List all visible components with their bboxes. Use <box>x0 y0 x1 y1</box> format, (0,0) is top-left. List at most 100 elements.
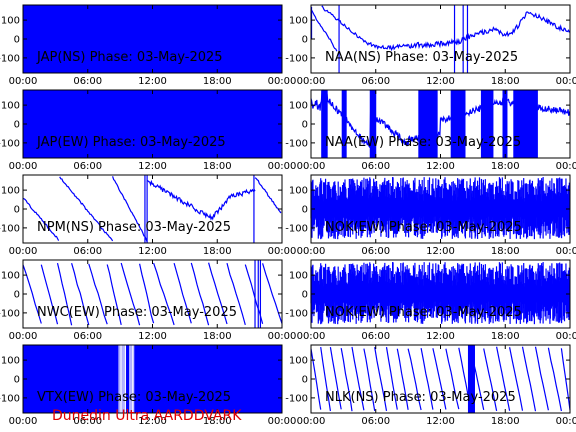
x-tick-label: 18:00 <box>491 161 520 172</box>
phase-series-line <box>22 264 42 324</box>
phase-plot-panel: 100 0 -100 00:00 06:00 12:00 18:00 00:00 JAP(EW)… <box>0 89 297 172</box>
phase-plot-panel: 100 0 -100 00:00 06:00 12:00 18:00 00:00 NAA(EW)… <box>285 89 576 172</box>
plot-title: NAA(NS) Phase: 03-May-2025 <box>325 50 518 65</box>
y-tick-label: -100 <box>0 53 20 64</box>
x-tick-label: 06:00 <box>73 161 102 172</box>
phase-series-line <box>112 176 148 243</box>
x-tick-label: 12:00 <box>138 246 167 257</box>
phase-series-line <box>22 197 60 241</box>
phase-series-line <box>521 346 537 412</box>
phase-series-line <box>560 348 571 411</box>
phase-series-line <box>120 262 141 326</box>
x-tick-label: 06:00 <box>361 246 390 257</box>
phase-plot-panel: 100 0 -100 00:00 06:00 12:00 18:00 00:00 JAP(NS)… <box>0 4 296 87</box>
phase-series-line <box>71 263 90 326</box>
y-tick-label: -100 <box>0 138 20 149</box>
x-tick-label: 00:00 <box>9 331 38 342</box>
phase-plot-panel: 100 0 -100 00:00 06:00 12:00 18:00 00:00 NPM(NS)… <box>0 174 297 257</box>
x-tick-label: 18:00 <box>203 416 232 427</box>
phase-series-line <box>445 348 460 410</box>
plot-title: NWC(EW) Phase: 03-May-2025 <box>37 305 237 320</box>
phase-series-line <box>88 263 108 325</box>
phase-series-line <box>244 264 264 324</box>
y-tick-label: 100 <box>289 271 308 282</box>
footer-label: Dunedin Ultra AARDDVARK <box>52 408 242 424</box>
y-tick-label: 0 <box>302 375 308 386</box>
y-tick-label: 100 <box>1 186 20 197</box>
phase-series-line <box>483 348 498 412</box>
x-tick-label: 06:00 <box>361 161 390 172</box>
x-tick-label: 18:00 <box>491 76 520 87</box>
x-tick-label: 00:00 <box>9 161 38 172</box>
y-tick-label: -100 <box>285 138 308 149</box>
phase-series-line <box>363 348 376 411</box>
phase-plot-panel: 100 0 -100 00:00 06:00 12:00 18:00 00:00 NOK(EW)… <box>285 174 576 257</box>
phase-series-line <box>351 346 365 411</box>
y-tick-label: 100 <box>289 186 308 197</box>
phase-series-line <box>106 264 122 326</box>
x-tick-label: 12:00 <box>138 416 167 427</box>
x-tick-label: 00:00 <box>297 161 326 172</box>
phase-series-line <box>208 262 228 325</box>
phase-series-line <box>470 347 485 411</box>
plot-title: NOK(EW) Phase: 03-May-2025 <box>325 220 522 235</box>
y-tick-label: 0 <box>302 35 308 46</box>
y-tick-label: 100 <box>289 356 308 367</box>
y-tick-label: 100 <box>1 16 20 27</box>
plot-title: JAP(EW) Phase: 03-May-2025 <box>36 135 226 150</box>
phase-series-line <box>496 346 511 411</box>
plot-title: NLK(NS) Phase: 03-May-2025 <box>325 390 516 405</box>
y-tick-label: 0 <box>302 120 308 131</box>
x-tick-label: 00:00 <box>556 161 576 172</box>
y-tick-label: -100 <box>0 308 20 319</box>
phase-fill-mark <box>23 5 282 73</box>
phase-series-line <box>310 89 571 149</box>
phase-fill-mark <box>23 345 282 413</box>
plot-title: JAP(NS) Phase: 03-May-2025 <box>36 50 223 65</box>
x-tick-label: 12:00 <box>426 76 455 87</box>
x-tick-label: 06:00 <box>73 331 102 342</box>
x-tick-label: 00:00 <box>9 246 38 257</box>
y-tick-label: -100 <box>0 393 20 404</box>
phase-series-line <box>547 347 562 412</box>
x-tick-label: 06:00 <box>73 246 102 257</box>
phase-series-line <box>367 11 570 52</box>
x-tick-label: 00:00 <box>268 246 297 257</box>
phase-plot-panel: 100 0 -100 00:00 06:00 12:00 18:00 00:00 NAA(NS)… <box>285 4 576 87</box>
x-tick-label: 00:00 <box>268 161 297 172</box>
x-tick-label: 12:00 <box>426 246 455 257</box>
x-tick-label: 18:00 <box>491 416 520 427</box>
phase-series-line <box>139 263 155 324</box>
x-tick-label: 12:00 <box>426 331 455 342</box>
phase-series-line <box>190 262 210 326</box>
phase-series-line <box>329 347 342 410</box>
x-tick-label: 06:00 <box>361 416 390 427</box>
phase-series-line <box>56 262 73 326</box>
x-tick-label: 18:00 <box>203 331 232 342</box>
y-tick-label: 0 <box>14 290 20 301</box>
plot-title: NOK(EW) Phase: 03-May-2025 <box>325 305 522 320</box>
x-tick-label: 12:00 <box>426 416 455 427</box>
x-tick-label: 00:00 <box>556 246 576 257</box>
y-tick-label: 0 <box>14 120 20 131</box>
x-tick-label: 00:00 <box>268 416 297 427</box>
y-tick-label: 0 <box>302 290 308 301</box>
x-tick-label: 00:00 <box>556 331 576 342</box>
x-tick-label: 06:00 <box>361 331 390 342</box>
phase-series-line <box>226 262 246 326</box>
y-tick-label: 100 <box>1 356 20 367</box>
phase-series-line <box>146 179 256 221</box>
y-tick-label: 0 <box>14 375 20 386</box>
x-tick-label: 06:00 <box>361 76 390 87</box>
x-tick-label: 00:00 <box>297 331 326 342</box>
phase-series-line <box>420 347 434 410</box>
phase-series-line <box>407 348 422 411</box>
x-tick-label: 18:00 <box>203 161 232 172</box>
y-tick-label: -100 <box>0 223 20 234</box>
phase-series-line <box>40 264 59 325</box>
x-tick-label: 18:00 <box>203 246 232 257</box>
plot-title: VTX(EW) Phase: 03-May-2025 <box>37 390 231 405</box>
y-tick-label: 0 <box>14 35 20 46</box>
x-tick-label: 00:00 <box>268 331 297 342</box>
